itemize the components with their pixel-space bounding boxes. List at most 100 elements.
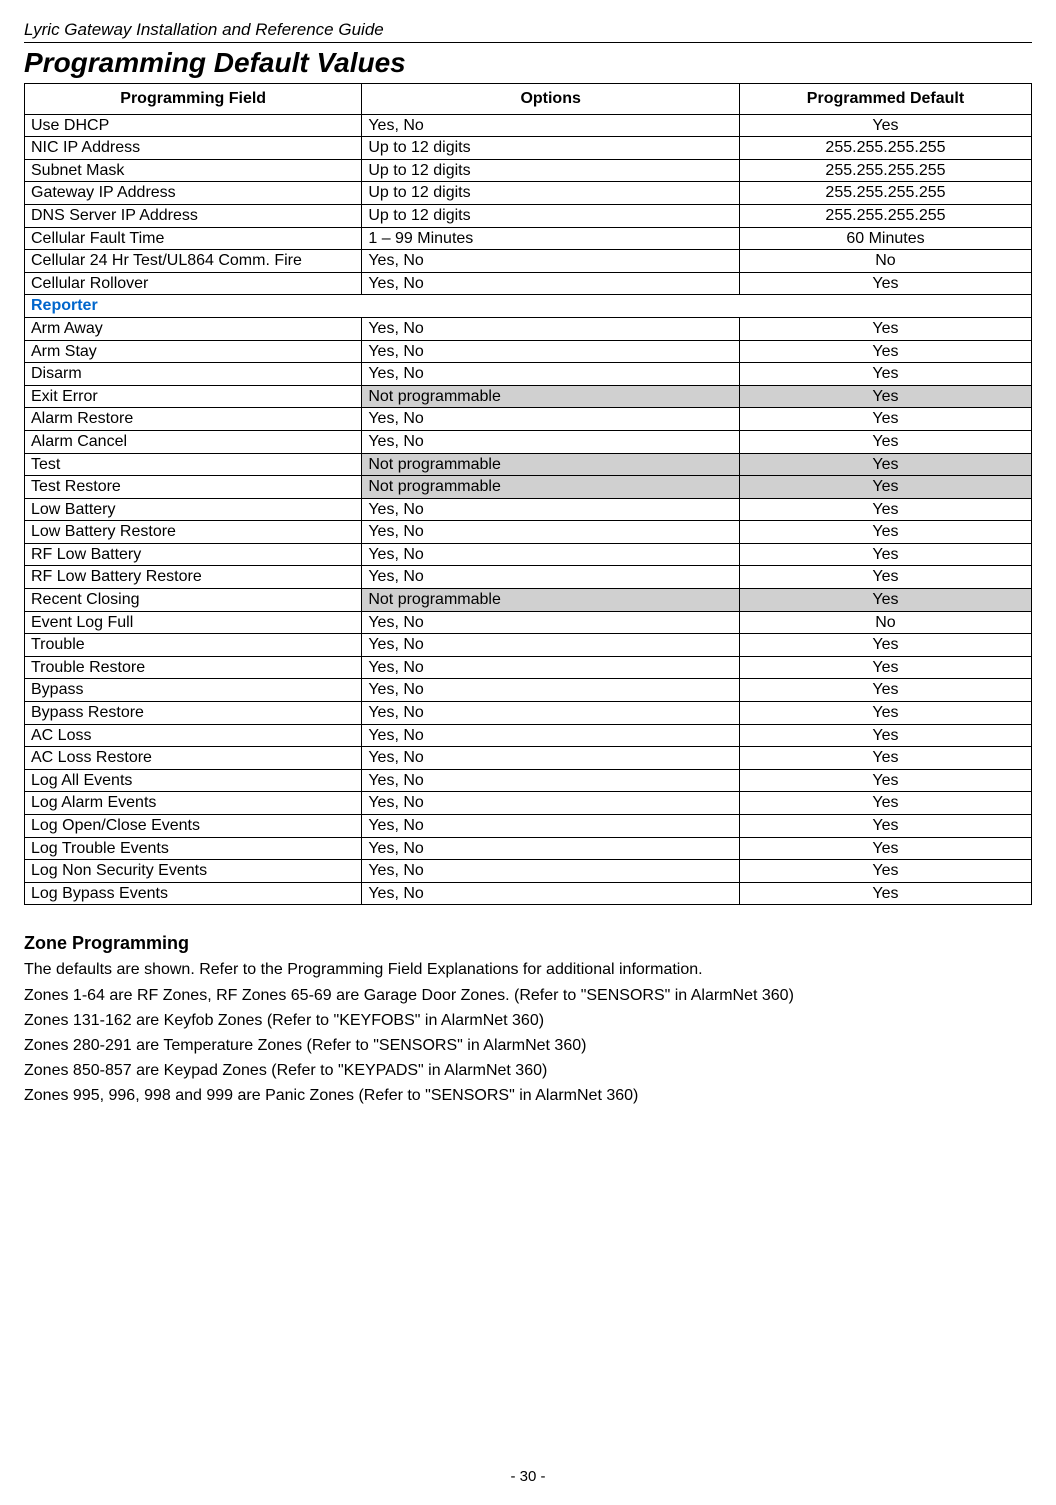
cell-options: Yes, No [362,543,740,566]
table-row: Log Non Security EventsYes, NoYes [25,860,1032,883]
cell-default: 255.255.255.255 [739,159,1031,182]
cell-options: Up to 12 digits [362,137,740,160]
cell-default: 60 Minutes [739,227,1031,250]
col-header-field: Programming Field [25,84,362,115]
cell-default: Yes [739,589,1031,612]
table-row: Cellular RolloverYes, NoYes [25,272,1032,295]
cell-field: Log Bypass Events [25,882,362,905]
cell-default: 255.255.255.255 [739,204,1031,227]
cell-default: Yes [739,385,1031,408]
cell-field: Log Trouble Events [25,837,362,860]
table-row: Log Open/Close EventsYes, NoYes [25,815,1032,838]
cell-default: Yes [739,769,1031,792]
cell-options: Yes, No [362,566,740,589]
cell-field: NIC IP Address [25,137,362,160]
cell-options: Not programmable [362,476,740,499]
cell-default: Yes [739,815,1031,838]
zone-text-line: Zones 850-857 are Keypad Zones (Refer to… [24,1059,1032,1082]
zone-text-line: Zones 131-162 are Keyfob Zones (Refer to… [24,1009,1032,1032]
defaults-table: Programming Field Options Programmed Def… [24,83,1032,905]
cell-default: Yes [739,498,1031,521]
table-row: DisarmYes, NoYes [25,363,1032,386]
cell-field: Cellular 24 Hr Test/UL864 Comm. Fire [25,250,362,273]
cell-options: Yes, No [362,114,740,137]
cell-options: Yes, No [362,634,740,657]
cell-field: Alarm Cancel [25,430,362,453]
table-row: Low BatteryYes, NoYes [25,498,1032,521]
cell-field: Cellular Rollover [25,272,362,295]
zone-text-line: The defaults are shown. Refer to the Pro… [24,958,1032,981]
cell-default: No [739,250,1031,273]
cell-options: Yes, No [362,792,740,815]
table-row: Alarm RestoreYes, NoYes [25,408,1032,431]
table-row: AC LossYes, NoYes [25,724,1032,747]
cell-options: Yes, No [362,408,740,431]
cell-field: Bypass Restore [25,702,362,725]
cell-options: Yes, No [362,656,740,679]
cell-default: Yes [739,634,1031,657]
page-title: Programming Default Values [24,47,1032,79]
cell-default: Yes [739,860,1031,883]
cell-field: Trouble Restore [25,656,362,679]
table-row: Exit ErrorNot programmableYes [25,385,1032,408]
zone-text-line: Zones 1-64 are RF Zones, RF Zones 65-69 … [24,984,1032,1007]
cell-options: Yes, No [362,340,740,363]
cell-field: Disarm [25,363,362,386]
cell-field: Cellular Fault Time [25,227,362,250]
cell-options: Yes, No [362,272,740,295]
table-row: Event Log FullYes, NoNo [25,611,1032,634]
cell-field: Log Non Security Events [25,860,362,883]
cell-default: Yes [739,882,1031,905]
cell-field: Subnet Mask [25,159,362,182]
cell-options: Up to 12 digits [362,182,740,205]
table-row: DNS Server IP AddressUp to 12 digits255.… [25,204,1032,227]
table-header-row: Programming Field Options Programmed Def… [25,84,1032,115]
cell-field: DNS Server IP Address [25,204,362,227]
zone-text-block: The defaults are shown. Refer to the Pro… [24,958,1032,1107]
cell-default: Yes [739,408,1031,431]
cell-field: Alarm Restore [25,408,362,431]
cell-options: Yes, No [362,882,740,905]
cell-field: Exit Error [25,385,362,408]
cell-field: Use DHCP [25,114,362,137]
cell-field: Bypass [25,679,362,702]
cell-options: Not programmable [362,453,740,476]
cell-field: Gateway IP Address [25,182,362,205]
table-row: Low Battery RestoreYes, NoYes [25,521,1032,544]
cell-default: Yes [739,363,1031,386]
zone-heading: Zone Programming [24,933,1032,954]
page-number: - 30 - [24,1468,1032,1485]
table-row: Recent ClosingNot programmableYes [25,589,1032,612]
col-header-options: Options [362,84,740,115]
cell-default: Yes [739,543,1031,566]
cell-default: Yes [739,837,1031,860]
cell-options: Up to 12 digits [362,159,740,182]
table-row: Log Trouble EventsYes, NoYes [25,837,1032,860]
cell-default: Yes [739,566,1031,589]
cell-default: No [739,611,1031,634]
cell-options: Yes, No [362,363,740,386]
zone-text-line: Zones 280-291 are Temperature Zones (Ref… [24,1034,1032,1057]
zone-text-line: Zones 995, 996, 998 and 999 are Panic Zo… [24,1084,1032,1107]
table-row: Log Alarm EventsYes, NoYes [25,792,1032,815]
cell-field: Arm Stay [25,340,362,363]
cell-default: Yes [739,656,1031,679]
table-row: Log All EventsYes, NoYes [25,769,1032,792]
cell-field: Log Open/Close Events [25,815,362,838]
cell-field: Test Restore [25,476,362,499]
cell-field: Log All Events [25,769,362,792]
cell-default: Yes [739,430,1031,453]
table-row: Arm StayYes, NoYes [25,340,1032,363]
table-row: Use DHCPYes, NoYes [25,114,1032,137]
cell-options: Not programmable [362,589,740,612]
cell-options: Up to 12 digits [362,204,740,227]
cell-options: Not programmable [362,385,740,408]
table-row: Alarm CancelYes, NoYes [25,430,1032,453]
cell-options: Yes, No [362,724,740,747]
doc-header: Lyric Gateway Installation and Reference… [24,20,1032,43]
cell-default: Yes [739,747,1031,770]
table-row: Cellular 24 Hr Test/UL864 Comm. FireYes,… [25,250,1032,273]
table-row: TroubleYes, NoYes [25,634,1032,657]
cell-default: 255.255.255.255 [739,137,1031,160]
table-row: BypassYes, NoYes [25,679,1032,702]
